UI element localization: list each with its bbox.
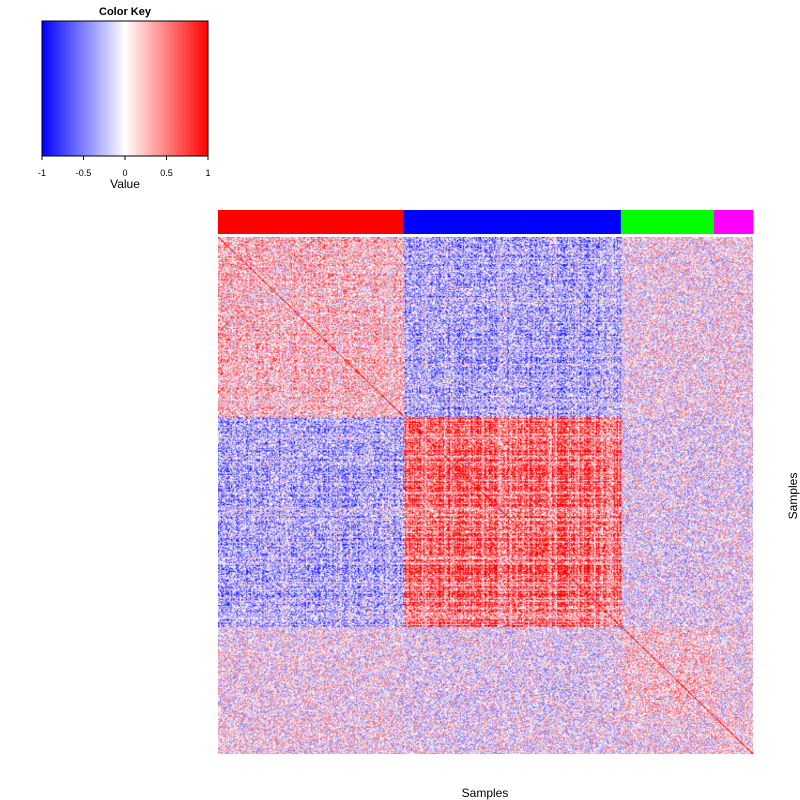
color-key-tick-label: 0	[122, 168, 127, 178]
color-key-tick-label: 1	[205, 168, 210, 178]
color-key-ticks: -1 -0.5 0 0.5 1	[38, 156, 211, 178]
side-color-group-3	[620, 210, 715, 234]
color-key-title: Color Key	[99, 6, 152, 18]
color-key-tick-label: -1	[38, 168, 46, 178]
color-key-tick-label: 0.5	[160, 168, 173, 178]
color-key-xlabel: Value	[110, 177, 140, 191]
column-side-colors	[218, 210, 754, 234]
color-key: Color Key -1 -0.5 0 0.5 1 Value	[38, 6, 211, 191]
side-color-group-1	[218, 210, 405, 234]
y-axis-label: Samples	[786, 473, 800, 520]
color-key-tick-label: -0.5	[76, 168, 92, 178]
color-key-gradient	[41, 20, 209, 157]
x-axis-label: Samples	[462, 786, 509, 800]
side-color-group-2	[403, 210, 622, 234]
side-color-group-4	[713, 210, 754, 234]
heatmap-cells	[218, 237, 753, 754]
